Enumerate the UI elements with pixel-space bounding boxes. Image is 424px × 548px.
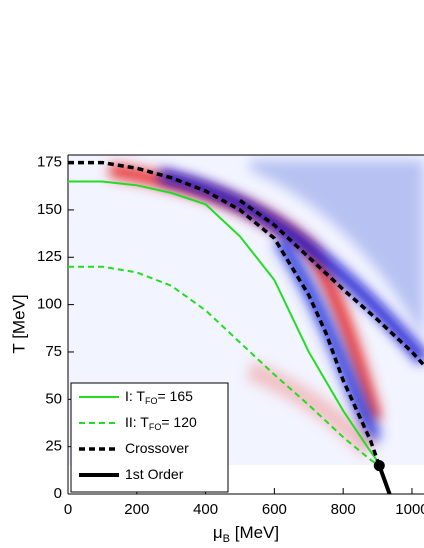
x-tick-label: 0 — [64, 501, 72, 518]
legend-label: I: TFO= 165 — [125, 388, 193, 407]
y-tick-label: 50 — [45, 390, 62, 407]
y-axis-label: T [MeV] — [9, 294, 28, 353]
legend-label-main: II: T — [125, 414, 149, 430]
x-tick-label: 600 — [262, 501, 287, 518]
series-line — [68, 160, 424, 467]
legend-label: 1st Order — [125, 466, 184, 482]
critical-point — [373, 460, 385, 472]
x-tick-label: 400 — [193, 501, 218, 518]
legend-label: Crossover — [125, 440, 189, 456]
x-tick-label: 200 — [124, 501, 149, 518]
legend-label-main: Crossover — [125, 440, 189, 456]
legend-label-suffix: = 120 — [161, 414, 197, 430]
series-line — [68, 265, 380, 467]
series-line — [68, 180, 381, 465]
y-tick-label: 0 — [54, 485, 62, 502]
plot-lines — [68, 160, 424, 494]
legend-label-main: 1st Order — [125, 466, 184, 482]
legend-label-sub: FO — [149, 422, 162, 432]
y-tick-label: 100 — [37, 296, 62, 313]
x-tick-label: 800 — [331, 501, 356, 518]
legend-label-suffix: = 165 — [157, 388, 193, 404]
y-tick-label: 175 — [37, 154, 62, 171]
x-axis-label: μB [MeV] — [213, 523, 279, 544]
y-tick-label: 125 — [37, 248, 62, 265]
y-tick-label: 150 — [37, 201, 62, 218]
y-tick-label: 75 — [45, 343, 62, 360]
legend-label: II: TFO= 120 — [125, 414, 197, 433]
legend-label-sub: FO — [145, 396, 158, 406]
legend-label-main: I: T — [125, 388, 145, 404]
y-tick-label: 25 — [45, 438, 62, 455]
